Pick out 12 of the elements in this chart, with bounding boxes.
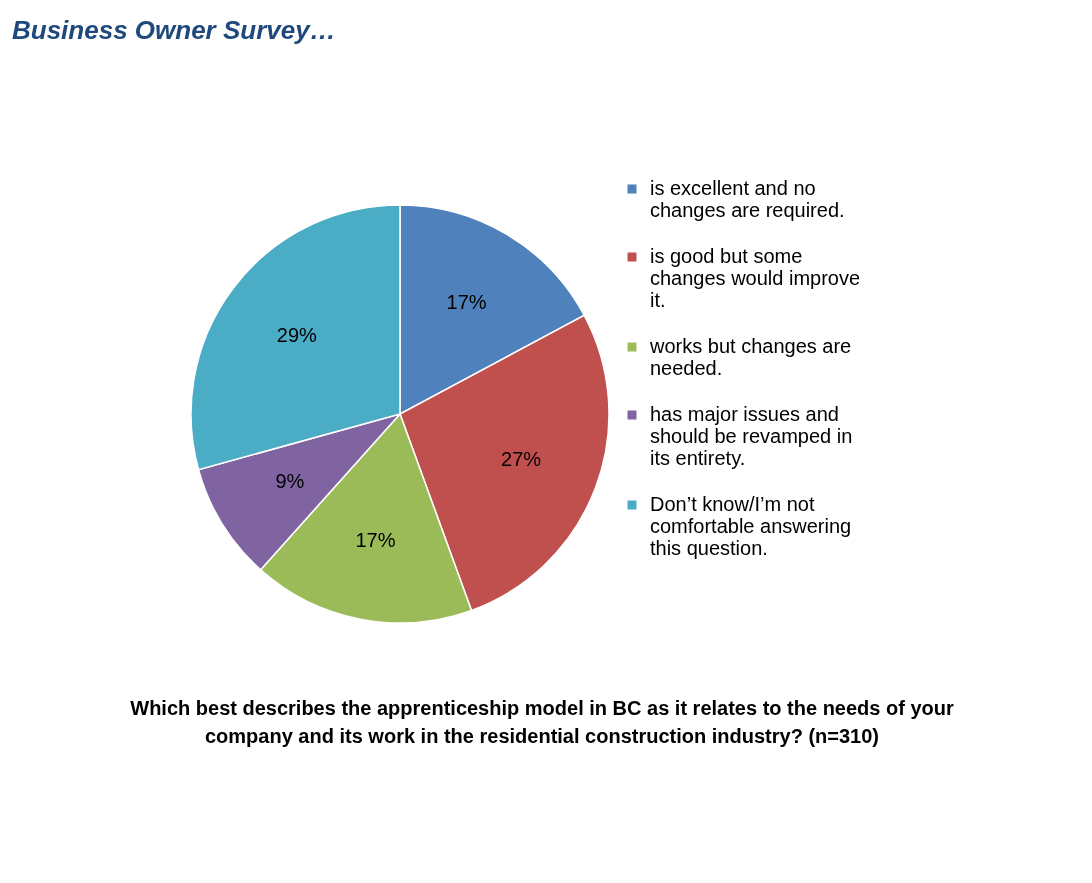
legend-label: Don’t know/I’m not comfortable answering this question.	[650, 493, 852, 559]
data-label: 29%	[276, 323, 318, 346]
legend-label: is good but some changes would improve it.	[650, 245, 861, 311]
legend-label: works but changes are needed.	[649, 335, 852, 379]
data-label: 9%	[275, 470, 305, 493]
data-label: 17%	[446, 290, 487, 313]
text: Which best describes the apprenticeship model in BC as it relates to the needs of your company and its work in the residential construction industry? (n=310)	[130, 697, 954, 747]
data-label: 27%	[501, 448, 542, 471]
chart-title: Business Owner Survey…	[12, 15, 336, 45]
legend-label: is excellent and no changes are required.	[650, 177, 845, 221]
data-label: 17%	[355, 529, 396, 552]
legend-label: has major issues and should be revamped in its entirety.	[650, 403, 853, 469]
